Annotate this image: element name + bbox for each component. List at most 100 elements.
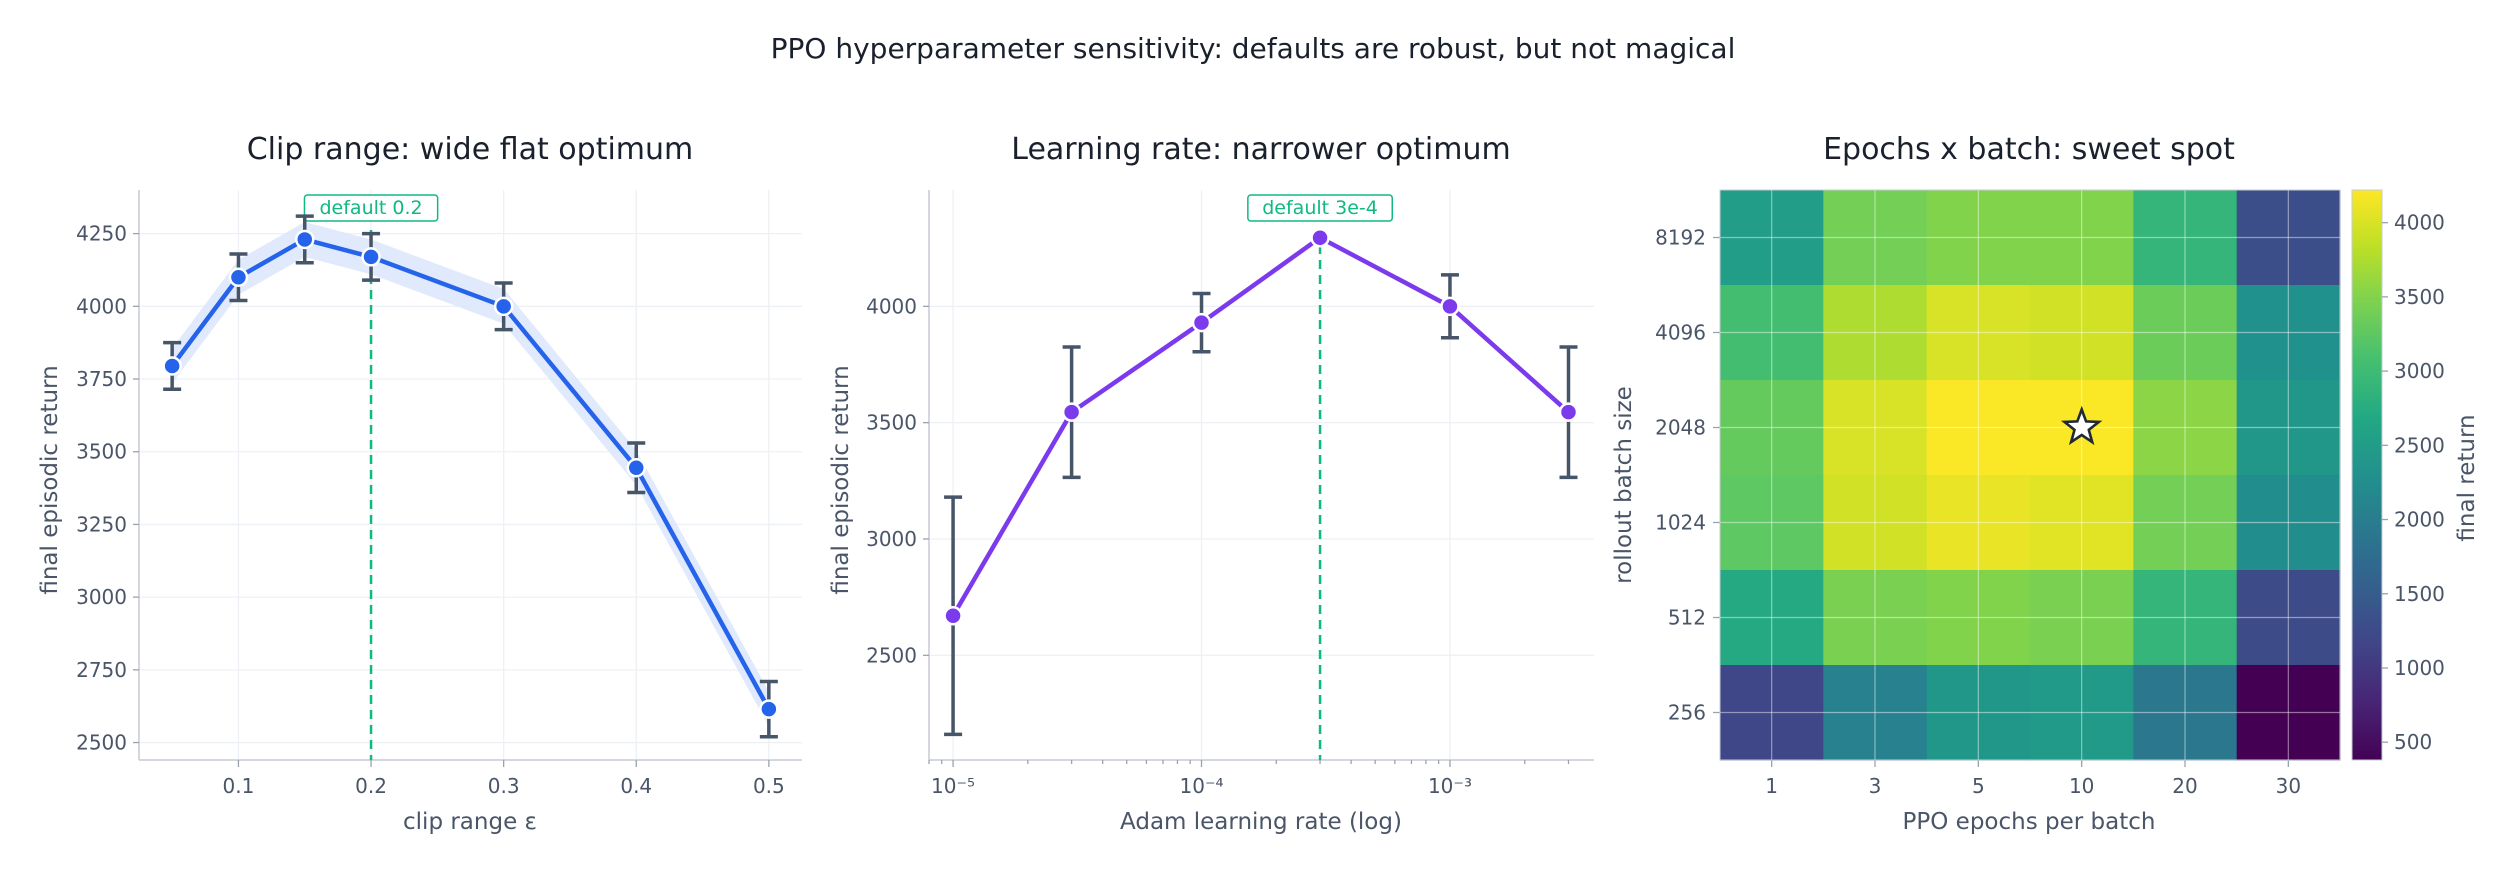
data-point <box>626 457 646 478</box>
heatmap-cell <box>1823 380 1928 476</box>
x-tick-label: 20 <box>2172 774 2197 798</box>
heatmap-cell <box>1823 190 1928 286</box>
colorbar-label: final return <box>2454 414 2480 541</box>
heatmap-cell <box>2030 665 2134 761</box>
colorbar-tick-label: 2000 <box>2394 508 2445 532</box>
heatmap-cell <box>2236 190 2341 286</box>
x-tick-label: 5 <box>1972 774 1985 798</box>
confidence-band <box>172 221 769 727</box>
heatmap-cell <box>2133 380 2238 476</box>
heatmap-cell <box>2236 570 2341 666</box>
heatmap-cell <box>2236 380 2341 476</box>
data-point <box>162 356 182 376</box>
y-tick-label: 256 <box>1668 701 1706 725</box>
y-tick-label: 3250 <box>76 512 127 536</box>
colorbar-tick-label: 1000 <box>2394 656 2445 680</box>
lr-y-axis-label: final episodic return <box>828 365 854 594</box>
heatmap-panel-title: Epochs x batch: sweet spot <box>1823 132 2235 167</box>
y-tick-label: 512 <box>1668 606 1706 630</box>
figure-suptitle: PPO hyperparameter sensitivity: defaults… <box>771 32 1736 65</box>
y-tick-label: 3000 <box>76 585 127 609</box>
data-point <box>1440 296 1460 317</box>
heatmap-cell <box>1823 475 1928 571</box>
data-point <box>943 606 963 626</box>
colorbar-tick-label: 3500 <box>2394 285 2445 309</box>
heatmap-cell <box>2133 665 2238 761</box>
epochs-batch-heatmap-panel: Epochs x batch: sweet spot PPO epochs pe… <box>1611 132 2480 835</box>
y-tick-label: 2750 <box>76 658 127 682</box>
heatmap-cell <box>1823 665 1928 761</box>
series-line <box>951 235 1570 617</box>
y-tick-label: 3500 <box>866 411 917 435</box>
default-annotation-box <box>1247 194 1394 222</box>
y-tick-label: 3750 <box>76 367 127 391</box>
colorbar-tick-label: 500 <box>2394 730 2432 754</box>
clip-range-panel: Clip range: wide flat optimum clip range… <box>37 132 802 835</box>
data-point <box>493 296 514 317</box>
best-config-star-icon <box>2060 405 2103 446</box>
heatmap-cell <box>1926 190 2031 286</box>
colorbar <box>2351 189 2383 761</box>
data-point <box>1061 402 1082 422</box>
heatmap-cell <box>1926 665 2031 761</box>
learning-rate-panel: Learning rate: narrower optimum Adam lea… <box>828 132 1594 835</box>
heatmap-cell <box>1720 570 1824 666</box>
heatmap-cell <box>1823 285 1928 381</box>
heatmap-cell <box>1926 570 2031 666</box>
clip-y-axis-label: final episodic return <box>37 365 63 594</box>
x-tick-label: 10⁻⁵ <box>931 774 975 798</box>
y-tick-label: 3500 <box>76 440 127 464</box>
default-annotation-label: default 0.2 <box>319 197 422 219</box>
heatmap-cell <box>1720 190 1824 286</box>
heatmap-cell <box>1720 285 1824 381</box>
x-tick-label: 0.4 <box>620 774 652 798</box>
heatmap-cell <box>2030 285 2134 381</box>
heatmap-cell <box>2236 475 2341 571</box>
heatmap-y-axis-label: rollout batch size <box>1611 386 1637 584</box>
heatmap-cell <box>1720 665 1824 761</box>
heatmap-cell <box>1926 380 2031 476</box>
data-point <box>361 247 381 267</box>
y-tick-label: 4096 <box>1655 321 1706 345</box>
lr-x-axis-label: Adam learning rate (log) <box>1120 809 1402 835</box>
heatmap-x-axis-label: PPO epochs per batch <box>1903 809 2156 835</box>
x-tick-label: 0.5 <box>753 774 785 798</box>
heatmap-cell <box>2236 285 2341 381</box>
y-tick-label: 4250 <box>76 222 127 246</box>
x-tick-label: 10⁻⁴ <box>1180 774 1224 798</box>
data-point <box>1558 402 1579 422</box>
heatmap-cell <box>2133 190 2238 286</box>
heatmap-cell <box>1720 475 1824 571</box>
x-tick-label: 10⁻³ <box>1428 774 1472 798</box>
x-tick-label: 10 <box>2069 774 2094 798</box>
y-tick-label: 3000 <box>866 527 917 551</box>
heatmap-cell <box>1720 380 1824 476</box>
x-tick-label: 3 <box>1869 774 1882 798</box>
y-tick-label: 4000 <box>866 294 917 318</box>
default-annotation-label: default 3e-4 <box>1262 197 1378 219</box>
clip-panel-title: Clip range: wide flat optimum <box>247 132 694 167</box>
data-point <box>295 229 315 250</box>
x-tick-label: 0.1 <box>223 774 255 798</box>
x-tick-label: 30 <box>2276 774 2301 798</box>
heatmap-cell <box>2030 475 2134 571</box>
heatmap-cell <box>2236 665 2341 761</box>
y-tick-label: 8192 <box>1655 226 1706 250</box>
colorbar-tick-label: 1500 <box>2394 582 2445 606</box>
data-point <box>1191 312 1212 333</box>
y-tick-label: 2048 <box>1655 416 1706 440</box>
default-annotation-box <box>303 194 439 222</box>
y-tick-label: 2500 <box>866 643 917 667</box>
x-tick-label: 1 <box>1765 774 1778 798</box>
colorbar-tick-label: 2500 <box>2394 433 2445 457</box>
colorbar-tick-label: 3000 <box>2394 359 2445 383</box>
data-point <box>1310 227 1330 248</box>
x-tick-label: 0.3 <box>488 774 520 798</box>
heatmap-cell <box>2133 475 2238 571</box>
y-tick-label: 2500 <box>76 731 127 755</box>
lr-panel-title: Learning rate: narrower optimum <box>1011 132 1510 167</box>
heatmap-cell <box>2133 285 2238 381</box>
heatmap-cell <box>1823 570 1928 666</box>
data-point <box>228 267 249 287</box>
